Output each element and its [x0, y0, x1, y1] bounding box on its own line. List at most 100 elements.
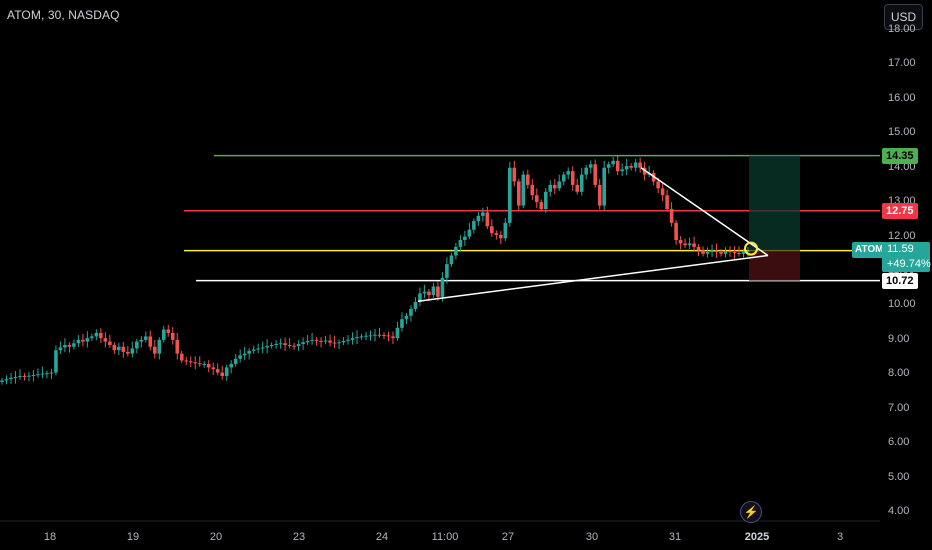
- candle: [355, 330, 359, 344]
- candle: [49, 368, 54, 380]
- target-zone[interactable]: [749, 155, 800, 251]
- candle: [175, 332, 180, 360]
- candle: [130, 341, 135, 358]
- candle: [40, 366, 45, 379]
- candle: [305, 335, 310, 346]
- candle: [161, 325, 166, 343]
- x-tick: 24: [375, 531, 389, 543]
- candle: [696, 244, 701, 257]
- candle: [193, 356, 198, 370]
- candle: [94, 329, 99, 341]
- candle: [144, 331, 148, 343]
- candle: [81, 334, 85, 347]
- x-tick: 31: [668, 531, 682, 543]
- candle: [575, 179, 580, 195]
- chart-title: ATOM, 30, NASDAQ: [7, 8, 120, 22]
- lightning-icon[interactable]: ⚡: [740, 501, 762, 523]
- candle: [31, 370, 36, 382]
- candle: [449, 252, 454, 267]
- candle: [328, 334, 332, 347]
- candle: [0, 377, 4, 385]
- candle: [233, 353, 238, 367]
- candle: [508, 161, 512, 227]
- candle: [629, 163, 633, 171]
- candle: [728, 246, 732, 257]
- candle: [157, 337, 162, 360]
- candle: [543, 188, 548, 213]
- candle: [566, 167, 571, 180]
- level-tag: 14.35: [882, 147, 918, 164]
- trendline-lower[interactable]: [417, 254, 769, 303]
- candle: [521, 170, 526, 209]
- candle: [719, 249, 723, 257]
- candle: [710, 244, 714, 257]
- y-tick: 10.00: [888, 298, 916, 311]
- candle: [220, 365, 225, 380]
- candle: [593, 159, 598, 188]
- candle: [588, 160, 593, 174]
- y-tick: 15.00: [888, 126, 916, 139]
- highlight-circle[interactable]: [744, 241, 758, 256]
- candle: [373, 328, 377, 342]
- candle: [103, 332, 108, 348]
- candle: [346, 335, 350, 345]
- candle: [251, 345, 256, 354]
- candle: [337, 339, 341, 350]
- candle: [13, 371, 18, 384]
- candle: [737, 246, 741, 257]
- y-tick: 6.00: [888, 436, 910, 449]
- candle: [179, 350, 184, 364]
- candle: [602, 160, 606, 211]
- y-tick: 18.00: [888, 23, 916, 35]
- candle: [22, 373, 27, 381]
- candle: [404, 313, 409, 325]
- candle: [9, 372, 13, 384]
- x-tick: 18: [43, 531, 57, 543]
- candle: [332, 335, 337, 349]
- candle: [476, 212, 481, 226]
- candle: [188, 356, 193, 368]
- candle: [638, 157, 642, 173]
- candle: [678, 236, 683, 250]
- candle: [296, 340, 301, 351]
- candle: [215, 363, 220, 376]
- candles: [0, 156, 750, 385]
- candle: [36, 368, 40, 378]
- candle: [391, 331, 395, 344]
- x-tick: 27: [501, 531, 515, 543]
- candle: [611, 157, 615, 168]
- x-tick: 2025: [744, 531, 770, 543]
- candle: [319, 337, 323, 348]
- candle: [620, 163, 624, 176]
- currency-button[interactable]: USD: [884, 4, 923, 30]
- candle: [238, 349, 242, 363]
- candle: [184, 356, 189, 365]
- candle: [278, 338, 283, 349]
- candle: [99, 328, 103, 343]
- candle: [490, 219, 494, 237]
- y-tick: 9.00: [888, 332, 910, 345]
- candle: [458, 235, 463, 252]
- candle: [584, 164, 589, 180]
- x-tick: 23: [292, 531, 306, 543]
- candle: [472, 218, 476, 234]
- stop-zone[interactable]: [749, 250, 800, 281]
- candle: [660, 183, 665, 202]
- trendline-upper[interactable]: [640, 167, 769, 257]
- candle: [440, 272, 445, 302]
- candle: [400, 312, 404, 332]
- candle: [229, 360, 233, 374]
- level-tag: 12.75: [882, 202, 918, 219]
- candle: [76, 335, 81, 348]
- candle: [395, 321, 400, 341]
- candle: [224, 364, 229, 381]
- x-tick: 30: [585, 531, 599, 543]
- candle: [499, 231, 503, 245]
- candle: [530, 179, 535, 201]
- candle: [436, 281, 440, 301]
- candle: [242, 346, 247, 361]
- y-tick: 7.00: [888, 401, 910, 414]
- candle: [534, 188, 539, 208]
- y-tick: 4.00: [888, 505, 910, 517]
